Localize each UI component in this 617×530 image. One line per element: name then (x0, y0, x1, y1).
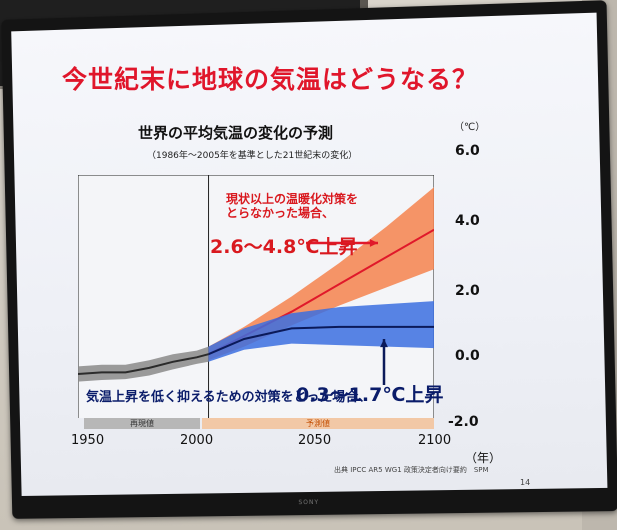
x-unit-label: （年） (465, 449, 501, 466)
y-tick-label: 2.0 (455, 283, 480, 299)
historical-period-label: 再現値 (84, 418, 200, 429)
slide-title: 今世紀末に地球の気温はどうなる？ (62, 60, 478, 96)
high-scenario-range: 2.6～4.8℃上昇 (210, 232, 357, 259)
x-tick-label: 2050 (298, 433, 331, 448)
projection-period-label: 予測値 (202, 418, 434, 429)
page-number: 14 (520, 478, 530, 487)
x-tick-label: 1950 (71, 433, 104, 448)
y-unit-label: （℃） (454, 118, 485, 133)
y-tick-label: 6.0 (455, 143, 480, 159)
low-scenario-range: 0.3～1.7℃上昇 (296, 380, 443, 407)
x-tick-label: 2100 (418, 433, 451, 448)
chart-title: 世界の平均気温の変化の予測 (138, 122, 333, 143)
x-tick-label: 2000 (180, 433, 213, 448)
high-scenario-line1: 現状以上の温暖化対策を (226, 192, 358, 206)
y-tick-label: 0.0 (455, 348, 480, 364)
high-scenario-text: 現状以上の温暖化対策を とらなかった場合、 (226, 192, 358, 220)
y-tick-label: 4.0 (455, 213, 480, 229)
high-scenario-line2: とらなかった場合、 (226, 206, 358, 220)
y-tick-label: -2.0 (448, 414, 479, 430)
tv-brand: SONY (298, 499, 319, 506)
chart-note: （1986年～2005年を基準とした21世紀末の変化） (147, 148, 357, 161)
source-citation: 出典 IPCC AR5 WG1 政策決定者向け要約 SPM (334, 465, 489, 475)
